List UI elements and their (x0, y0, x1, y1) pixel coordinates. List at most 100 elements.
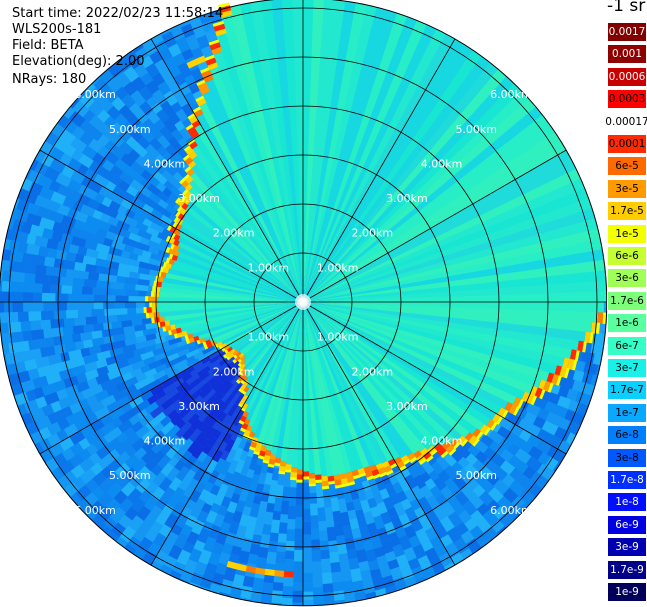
ray-cell (237, 550, 250, 565)
ray-cell (128, 252, 139, 261)
cloud-cell (554, 365, 562, 377)
ray-cell (166, 352, 180, 362)
ray-cell (281, 597, 293, 606)
cloud-cell (183, 197, 191, 205)
ray-cell (137, 135, 151, 150)
ray-cell (443, 465, 459, 481)
ray-cell (127, 148, 141, 162)
ray-cell (168, 136, 182, 151)
cloud-cell (212, 20, 224, 27)
cloud-cell (296, 479, 303, 483)
ray-cell (76, 503, 86, 514)
cloud-cell (437, 447, 447, 456)
ray-cell (50, 466, 64, 481)
ray-cell (202, 536, 217, 553)
cloud-cell (187, 138, 196, 146)
ray-cell (267, 540, 278, 553)
cloud-cell (284, 468, 292, 473)
ray-cell (25, 262, 37, 274)
ray-cell (292, 572, 303, 583)
ray-cell (142, 374, 156, 386)
ring-label-2: 2.00km (352, 365, 394, 378)
ray-cell (443, 561, 455, 571)
ray-cell (270, 519, 281, 534)
ray-cell (199, 385, 213, 399)
ray-cell (145, 333, 157, 341)
cloud-cell (538, 379, 547, 391)
colorbar-unit: -1 sr (607, 0, 646, 16)
ray-cell (153, 170, 168, 185)
ray-cell (135, 307, 145, 314)
ray-cell (354, 509, 366, 522)
ray-cell (403, 488, 417, 503)
ray-cell (111, 145, 127, 160)
ray-cell (280, 500, 290, 515)
ray-cell (132, 546, 147, 560)
ray-cell (175, 465, 190, 482)
cloud-cell (263, 454, 271, 461)
ray-cell (161, 70, 177, 87)
ray-cell (312, 598, 325, 606)
ray-inner (243, 302, 303, 370)
ray-cell (114, 440, 131, 456)
cloud-cell (262, 459, 270, 464)
ray-cell (34, 194, 49, 208)
cloud-cell (273, 569, 285, 577)
ray-cell (5, 351, 20, 365)
ray-cell (140, 389, 154, 402)
cloud-cell (238, 388, 244, 393)
cloud-cell (352, 474, 360, 480)
ray-cell (255, 509, 267, 523)
ray-cell (339, 561, 351, 572)
ray-cell (453, 537, 470, 555)
cloud-cell (176, 205, 183, 213)
ray-cell (482, 457, 498, 473)
ray-cell (437, 470, 451, 484)
ray-inner (303, 302, 463, 442)
ray-cell (362, 539, 374, 552)
ray-cell (78, 397, 90, 410)
cloud-cell (165, 246, 171, 253)
ray-cell (194, 380, 206, 391)
ray-cell (85, 214, 100, 227)
ray-cell (181, 409, 195, 424)
ray-cell (124, 301, 137, 309)
cloud-cell (245, 565, 257, 574)
ray-inner (187, 200, 303, 302)
cloud-cell (383, 465, 393, 473)
cloud-cell (321, 485, 330, 490)
ray-inner (303, 302, 346, 475)
ray-cell (126, 313, 138, 321)
ray-cell (268, 532, 279, 542)
ray-cell (179, 126, 193, 142)
ray-cell (242, 441, 252, 453)
ray-cell (213, 408, 224, 419)
cloud-cell (196, 339, 201, 345)
ray-cell (105, 206, 119, 219)
cloud-cell (260, 445, 267, 452)
ray-cell (136, 254, 150, 264)
cloud-cell (574, 350, 580, 362)
ray-cell (144, 196, 155, 208)
ray-cell (128, 395, 144, 409)
ray-cell (330, 571, 343, 583)
ray-cell (603, 302, 607, 314)
ray-cell (125, 216, 139, 228)
cloud-cell (460, 438, 469, 447)
cloud-cell (162, 325, 167, 332)
ray-cell (198, 488, 211, 502)
ray-cell (517, 418, 532, 433)
ray-cell (68, 452, 85, 468)
ray-cell (248, 543, 261, 556)
cloud-cell (201, 69, 212, 79)
ray-cell (171, 560, 186, 575)
ray-cell (150, 441, 164, 454)
cloud-cell (314, 474, 322, 481)
cloud-cell (562, 357, 570, 369)
ray-cell (133, 323, 147, 332)
ray-cell (177, 61, 193, 79)
ray-cell (204, 492, 217, 507)
cloud-cell (320, 475, 329, 482)
ray-cell (391, 544, 405, 558)
ray-cell (0, 301, 5, 313)
